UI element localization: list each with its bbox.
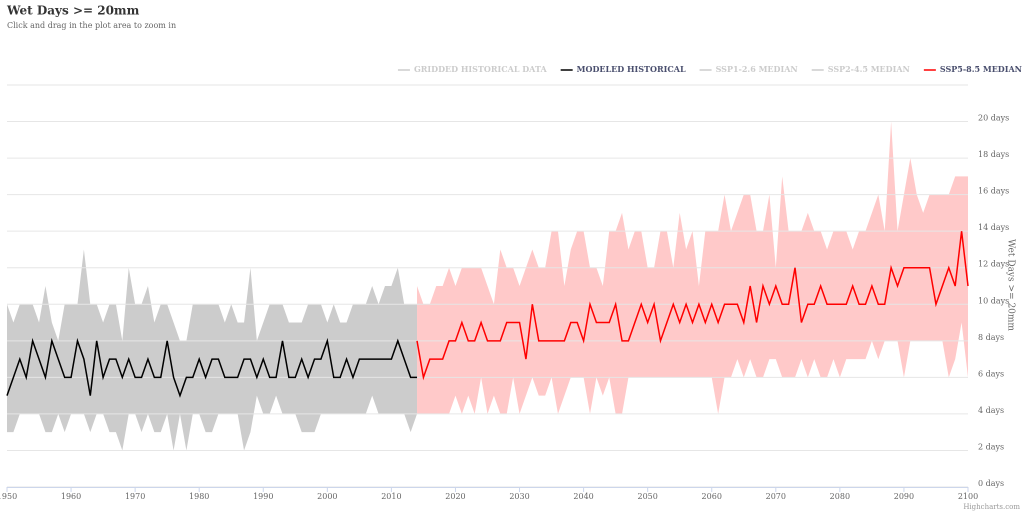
x-tick-label: 2080: [830, 492, 850, 501]
x-tick-label: 2060: [702, 492, 722, 501]
x-tick-label: 1990: [253, 492, 273, 501]
lines: [6, 231, 969, 398]
y-tick-label: 4 days: [978, 406, 1004, 415]
legend-label: MODELED HISTORICAL: [577, 64, 686, 74]
x-tick-label: 1960: [61, 492, 81, 501]
y-tick-label: 14 days: [978, 223, 1009, 232]
y-tick-label: 16 days: [978, 187, 1009, 196]
legend-item[interactable]: GRIDDED HISTORICAL DATA: [397, 64, 548, 74]
x-tick-label: 2000: [317, 492, 337, 501]
legend-label: GRIDDED HISTORICAL DATA: [414, 64, 548, 74]
legend: SSP5-8.5 MEDIAN SSP2-4.5 MEDIAN SSP1-2.6 M…: [397, 64, 1022, 74]
x-tick-label: 1970: [125, 492, 145, 501]
range-band: [7, 249, 418, 451]
legend-item[interactable]: SSP1-2.6 MEDIAN: [699, 64, 798, 74]
x-tick-label: 1950: [0, 492, 17, 501]
x-tick-label: 2100: [958, 492, 978, 501]
legend-label: SSP1-2.6 MEDIAN: [716, 64, 798, 74]
chart-title: Wet Days >= 20mm: [6, 4, 140, 18]
y-tick-label: 10 days: [978, 296, 1009, 305]
x-tick-label: 2050: [637, 492, 657, 501]
y-tick-label: 6 days: [978, 369, 1004, 378]
legend-item[interactable]: MODELED HISTORICAL: [560, 64, 686, 74]
y-tick-label: 18 days: [978, 150, 1009, 159]
legend-item[interactable]: SSP2-4.5 MEDIAN: [811, 64, 910, 74]
y-tick-label: 20 days: [978, 114, 1009, 123]
bands: [7, 121, 968, 451]
y-tick-label: 2 days: [978, 442, 1004, 451]
series-line: [416, 231, 969, 381]
x-tick-label: 2040: [573, 492, 593, 501]
x-tick-label: 2090: [894, 492, 914, 501]
x-tick-label: 2070: [766, 492, 786, 501]
series-line: [6, 337, 418, 398]
y-axis-title: Wet Days >= 20mm: [1006, 239, 1016, 331]
chart-subtitle: Click and drag in the plot area to zoom …: [7, 21, 176, 30]
legend-label: SSP5-8.5 MEDIAN: [940, 64, 1022, 74]
y-tick-label: 8 days: [978, 333, 1004, 342]
y-tick-label: 0 days: [978, 479, 1004, 488]
x-tick-label: 2010: [381, 492, 401, 501]
y-tick-label: 12 days: [978, 260, 1009, 269]
credit[interactable]: Highcharts.com: [963, 503, 1020, 511]
legend-label: SSP2-4.5 MEDIAN: [828, 64, 910, 74]
x-tick-label: 2020: [445, 492, 465, 501]
legend-item[interactable]: SSP5-8.5 MEDIAN: [923, 64, 1022, 74]
x-tick-label: 1980: [189, 492, 209, 501]
x-tick-label: 2030: [509, 492, 529, 501]
